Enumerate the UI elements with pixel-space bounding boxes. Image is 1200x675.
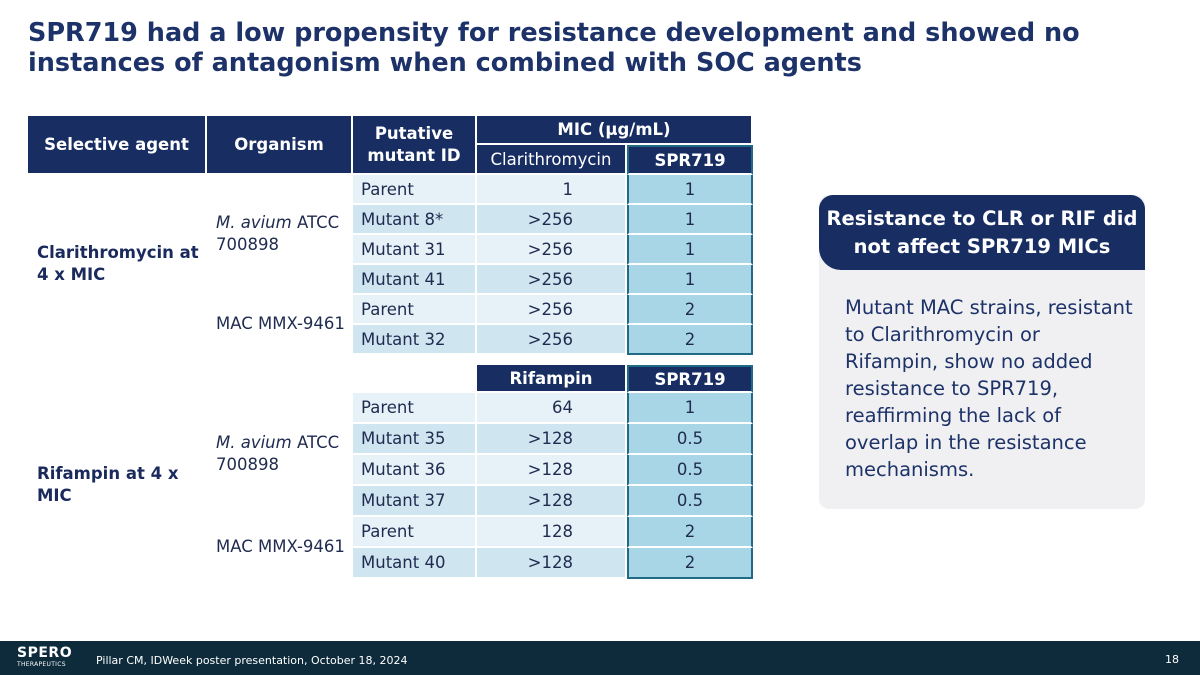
clr-mic-value: 1	[477, 175, 627, 205]
organism-m-avium: M. avium ATCC 700898	[207, 175, 353, 295]
organism-strain: ATCC 700898	[216, 433, 340, 474]
citation: Pillar CM, IDWeek poster presentation, O…	[96, 654, 408, 667]
spr719-mic-value: 0.5	[627, 424, 753, 455]
header-mic-group: MIC (µg/mL)	[477, 116, 753, 145]
rif-mic-value: >128	[477, 424, 627, 455]
spr719-mic-value: 1	[627, 393, 753, 424]
clr-mic-value: >256	[477, 325, 627, 355]
mutant-id: Parent	[353, 175, 477, 205]
mutant-id: Parent	[353, 295, 477, 325]
mutant-id: Mutant 8*	[353, 205, 477, 235]
agent-clarithromycin: Clarithromycin at 4 x MIC	[28, 175, 207, 355]
mutant-id: Mutant 41	[353, 265, 477, 295]
header-clarithromycin: Clarithromycin	[477, 145, 627, 175]
header-putative-mutant-id: Putative mutant ID	[353, 116, 477, 175]
logo-wordmark: SPERO	[17, 645, 73, 661]
mutant-id: Mutant 36	[353, 455, 477, 486]
spr719-mic-value: 2	[627, 517, 753, 548]
spr719-mic-value: 1	[627, 175, 753, 205]
mutant-id: Parent	[353, 517, 477, 548]
header-organism: Organism	[207, 116, 353, 175]
header-mutant-line1: Putative	[374, 123, 454, 143]
callout-heading: Resistance to CLR or RIF did not affect …	[819, 195, 1145, 270]
callout-body: Mutant MAC strains, resistant to Clarith…	[845, 296, 1133, 481]
organism-m-avium: M. avium ATCC 700898	[207, 393, 353, 517]
spero-logo: SPERO THERAPEUTICS	[17, 646, 77, 670]
spr719-mic-value: 1	[627, 205, 753, 235]
mic-table: Selective agent Organism Putative mutant…	[28, 116, 753, 579]
clr-mic-value: >256	[477, 205, 627, 235]
table-spacer	[28, 355, 753, 365]
page-title: SPR719 had a low propensity for resistan…	[28, 18, 1080, 78]
organism-strain: ATCC 700898	[216, 213, 340, 254]
header-spr719: SPR719	[627, 145, 753, 175]
clr-mic-value: >256	[477, 295, 627, 325]
spr719-mic-value: 2	[627, 325, 753, 355]
agent-rifampin: Rifampin at 4 x MIC	[28, 393, 207, 579]
spr719-mic-value: 2	[627, 548, 753, 579]
organism-mac-mmx-9461: MAC MMX-9461	[207, 295, 353, 355]
header-selective-agent: Selective agent	[28, 116, 207, 175]
mutant-id: Mutant 40	[353, 548, 477, 579]
spr719-mic-value: 0.5	[627, 486, 753, 517]
rif-mic-value: >128	[477, 548, 627, 579]
rif-mic-value: >128	[477, 486, 627, 517]
spr719-mic-value: 0.5	[627, 455, 753, 486]
mutant-id: Parent	[353, 393, 477, 424]
page-number: 18	[1165, 653, 1179, 666]
spr719-mic-value: 1	[627, 235, 753, 265]
rif-mic-value: 64	[477, 393, 627, 424]
header-mutant-line2: mutant ID	[367, 145, 461, 165]
rif-mic-value: 128	[477, 517, 627, 548]
mutant-id: Mutant 31	[353, 235, 477, 265]
footer-bar: SPERO THERAPEUTICS Pillar CM, IDWeek pos…	[0, 641, 1200, 675]
header-rifampin: Rifampin	[477, 365, 627, 393]
clr-mic-value: >256	[477, 235, 627, 265]
header-spr719-rif: SPR719	[627, 365, 753, 393]
logo-subtitle: THERAPEUTICS	[17, 661, 66, 668]
organism-species: M. avium	[216, 433, 292, 452]
mutant-id: Mutant 37	[353, 486, 477, 517]
organism-species: M. avium	[216, 213, 292, 232]
rif-mic-value: >128	[477, 455, 627, 486]
mutant-id: Mutant 35	[353, 424, 477, 455]
spr719-mic-value: 2	[627, 295, 753, 325]
clr-mic-value: >256	[477, 265, 627, 295]
table-blank-cell	[28, 365, 477, 393]
spr719-mic-value: 1	[627, 265, 753, 295]
organism-mac-mmx-9461: MAC MMX-9461	[207, 517, 353, 579]
mutant-id: Mutant 32	[353, 325, 477, 355]
